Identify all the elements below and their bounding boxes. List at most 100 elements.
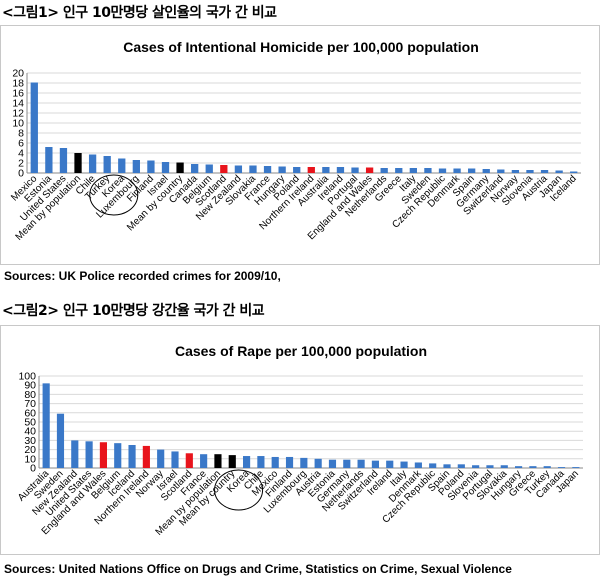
y-tick-label: 50 (24, 417, 36, 429)
bar-spain (468, 168, 476, 173)
bar-northern-ireland (142, 445, 150, 468)
bar-czech-republic (438, 168, 447, 173)
y-tick-label: 8 (18, 128, 24, 140)
bar-mean-by-population (74, 153, 82, 173)
bar-turkey (103, 156, 111, 173)
bar-japan (555, 170, 563, 173)
bar-japan (572, 467, 580, 468)
bar-chile (257, 456, 265, 468)
bar-ireland (386, 460, 394, 468)
bar-turkey (543, 466, 551, 468)
bar-slovenia (472, 465, 480, 468)
y-tick-label: 10 (24, 453, 36, 465)
bar-israel (161, 162, 170, 173)
bar-scotland (185, 453, 193, 468)
bar-mean-by-country (176, 162, 184, 173)
y-tick-label: 80 (24, 389, 36, 401)
bar-australia (322, 167, 330, 173)
y-tick-label: 90 (24, 380, 36, 392)
bar-germany (343, 459, 351, 468)
bar-slovakia (500, 465, 508, 468)
bar-netherlands (357, 459, 365, 468)
bar-chile (88, 154, 97, 173)
bar-new-zealand (234, 165, 243, 173)
y-tick-label: 12 (12, 108, 24, 120)
bar-luxembourg (300, 457, 308, 468)
bar-spain (443, 464, 451, 468)
homicide-chart: Cases of Intentional Homicide per 100,00… (9, 39, 581, 243)
bar-england-and-wales (365, 167, 374, 173)
bar-norway (511, 170, 520, 173)
y-tick-label: 70 (24, 398, 36, 410)
korea-highlight-circle (89, 174, 139, 216)
bar-sweden (56, 413, 65, 468)
bar-estonia (328, 459, 337, 468)
bar-czech-republic (429, 463, 437, 468)
y-tick-label: 16 (12, 88, 24, 100)
chart-title: Cases of Intentional Homicide per 100,00… (123, 39, 479, 55)
y-tick-label: 14 (12, 98, 24, 110)
bar-israel (171, 451, 179, 468)
figure1-heading: <그림1> 인구 10만명당 살인율의 국가 간 비교 (2, 5, 277, 21)
y-tick-label: 18 (12, 78, 24, 90)
y-tick-label: 6 (18, 138, 24, 150)
bar-canada (191, 164, 199, 173)
bar-mexico (30, 82, 38, 173)
y-tick-label: 0 (30, 463, 36, 475)
bar-italy (400, 461, 408, 468)
y-tick-label: 60 (24, 407, 36, 419)
chart-title: Cases of Rape per 100,000 population (175, 343, 427, 359)
bar-mexico (271, 456, 279, 468)
bar-mean-by-country (228, 455, 236, 468)
bar-belgium (114, 443, 122, 468)
figure2-heading: <그림2> 인구 10만명당 강간율 국가 간 비교 (2, 303, 265, 319)
y-tick-label: 2 (18, 158, 24, 170)
bar-austria (540, 170, 549, 173)
y-tick-label: 20 (12, 68, 24, 80)
y-tick-label: 30 (24, 435, 36, 447)
bar-united-states (59, 148, 68, 173)
y-tick-label: 10 (12, 118, 24, 130)
bar-france (263, 166, 272, 173)
bar-poland (293, 167, 301, 173)
bar-france (200, 454, 208, 468)
bar-england-and-wales (99, 442, 107, 468)
bar-belgium (205, 164, 213, 173)
y-tick-label: 4 (18, 148, 24, 160)
bar-austria (314, 458, 322, 468)
bar-canada (557, 467, 566, 468)
bar-slovakia (249, 165, 257, 173)
bar-iceland (128, 445, 136, 468)
bar-new-zealand (71, 440, 79, 468)
korea-highlight-circle (214, 469, 264, 511)
bar-switzerland (371, 460, 379, 468)
rape-chart: Cases of Rape per 100,000 population 0102… (16, 343, 583, 538)
figure2-source: Sources: United Nations Office on Drugs … (4, 562, 512, 576)
y-tick-label: 0 (18, 168, 24, 180)
bar-estonia (45, 147, 53, 173)
bar-denmark (414, 462, 422, 468)
bar-finland (285, 456, 294, 468)
bar-portugal (351, 167, 359, 173)
bar-greece (529, 466, 537, 468)
bar-sweden (424, 168, 432, 173)
bar-korea (118, 158, 126, 173)
bar-germany (482, 169, 490, 173)
bar-iceland (570, 171, 578, 173)
bar-ireland (336, 167, 345, 173)
y-tick-label: 40 (24, 426, 36, 438)
bar-italy (409, 168, 417, 173)
bar-norway (157, 449, 165, 468)
bar-greece (395, 168, 403, 173)
bar-denmark (453, 168, 461, 173)
figure2-chart-panel: Cases of Rape per 100,000 population 0 10 2… (0, 325, 600, 555)
bar-slovenia (526, 170, 534, 173)
figure1-source: Sources: UK Police recorded crimes for 2… (4, 269, 281, 283)
bar-mean-by-population (214, 454, 222, 468)
bar-luxembourg (132, 160, 140, 173)
bar-finland (147, 160, 155, 173)
figure1-chart-panel: Cases of Intentional Homicide per 100,00… (0, 25, 600, 265)
bar-northern-ireland (307, 167, 315, 173)
bar-united-states (85, 441, 93, 468)
y-tick-label: 20 (24, 444, 36, 456)
